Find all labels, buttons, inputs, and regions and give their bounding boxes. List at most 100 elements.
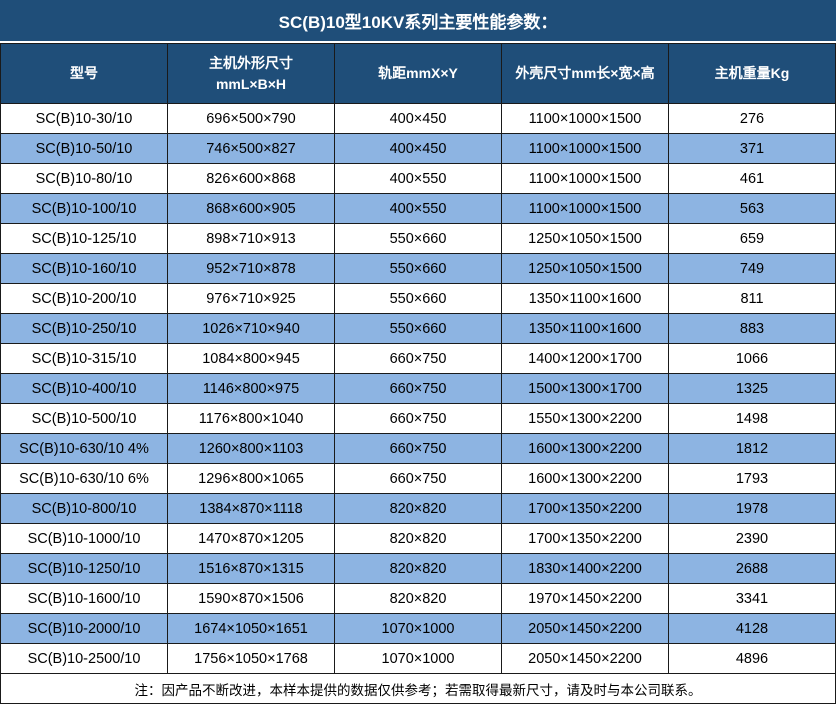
table-cell: SC(B)10-400/10 <box>0 373 168 404</box>
table-cell: 1516×870×1315 <box>167 553 335 584</box>
table-cell: 1674×1050×1651 <box>167 613 335 644</box>
table-cell: SC(B)10-2000/10 <box>0 613 168 644</box>
footnote: 注：因产品不断改进，本样本提供的数据仅供参考；若需取得最新尺寸，请及时与本公司联… <box>0 674 836 704</box>
table-cell: SC(B)10-500/10 <box>0 403 168 434</box>
table-cell: 659 <box>668 223 836 254</box>
table-row: SC(B)10-2500/10 1756×1050×1768 1070×1000 20… <box>0 643 836 674</box>
table-cell: 276 <box>668 103 836 134</box>
table-cell: 1700×1350×2200 <box>501 523 669 554</box>
table-row: SC(B)10-630/10 6% 1296×800×1065 660×750 160… <box>0 463 836 494</box>
table-cell: 660×750 <box>334 373 502 404</box>
table-row: SC(B)10-30/10 696×500×790 400×450 1100×1000… <box>0 103 836 134</box>
table-cell: SC(B)10-630/10 4% <box>0 433 168 464</box>
table-cell: 371 <box>668 133 836 164</box>
table-cell: SC(B)10-200/10 <box>0 283 168 314</box>
table-cell: 1070×1000 <box>334 613 502 644</box>
table-cell: 1250×1050×1500 <box>501 253 669 284</box>
table-cell: 1066 <box>668 343 836 374</box>
table-cell: 898×710×913 <box>167 223 335 254</box>
table-cell: 2050×1450×2200 <box>501 613 669 644</box>
table-cell: SC(B)10-2500/10 <box>0 643 168 674</box>
table-cell: SC(B)10-1250/10 <box>0 553 168 584</box>
table-cell: 660×750 <box>334 463 502 494</box>
table-cell: 1470×870×1205 <box>167 523 335 554</box>
table-cell: 400×550 <box>334 193 502 224</box>
table-row: SC(B)10-50/10 746×500×827 400×450 1100×1000… <box>0 133 836 164</box>
table-cell: 2050×1450×2200 <box>501 643 669 674</box>
table-cell: 1500×1300×1700 <box>501 373 669 404</box>
table-cell: 1970×1450×2200 <box>501 583 669 614</box>
table-cell: 826×600×868 <box>167 163 335 194</box>
table-row: SC(B)10-100/10 868×600×905 400×550 1100×100… <box>0 193 836 224</box>
table-cell: 868×600×905 <box>167 193 335 224</box>
table-cell: SC(B)10-80/10 <box>0 163 168 194</box>
table-cell: 1250×1050×1500 <box>501 223 669 254</box>
table-cell: 1100×1000×1500 <box>501 193 669 224</box>
header-row: 型号 主机外形尺寸 mmL×B×H 轨距mmX×Y 外壳尺寸mm长×宽×高 主机… <box>0 43 836 104</box>
table-cell: 811 <box>668 283 836 314</box>
col-header-shell-dimensions: 外壳尺寸mm长×宽×高 <box>501 43 669 104</box>
table-cell: 1026×710×940 <box>167 313 335 344</box>
table-row: SC(B)10-125/10 898×710×913 550×660 1250×105… <box>0 223 836 254</box>
table-cell: 952×710×878 <box>167 253 335 284</box>
table-row: SC(B)10-315/10 1084×800×945 660×750 1400×12… <box>0 343 836 374</box>
table-cell: 1812 <box>668 433 836 464</box>
table-cell: 820×820 <box>334 553 502 584</box>
table-row: SC(B)10-1250/10 1516×870×1315 820×820 1830×… <box>0 553 836 584</box>
table-cell: 1176×800×1040 <box>167 403 335 434</box>
col-header-host-weight: 主机重量Kg <box>668 43 836 104</box>
table-body: SC(B)10-30/10 696×500×790 400×450 1100×1000… <box>0 103 836 674</box>
table-cell: 550×660 <box>334 313 502 344</box>
table-cell: 550×660 <box>334 223 502 254</box>
table-cell: 1756×1050×1768 <box>167 643 335 674</box>
spec-table: 型号 主机外形尺寸 mmL×B×H 轨距mmX×Y 外壳尺寸mm长×宽×高 主机… <box>0 43 836 674</box>
table-row: SC(B)10-80/10 826×600×868 400×550 1100×1000… <box>0 163 836 194</box>
table-row: SC(B)10-800/10 1384×870×1118 820×820 1700×1… <box>0 493 836 524</box>
table-cell: 1084×800×945 <box>167 343 335 374</box>
table-cell: 2390 <box>668 523 836 554</box>
col-header-rail-gauge: 轨距mmX×Y <box>334 43 502 104</box>
table-cell: 1350×1100×1600 <box>501 313 669 344</box>
table-cell: 820×820 <box>334 583 502 614</box>
table-cell: SC(B)10-160/10 <box>0 253 168 284</box>
table-cell: 1830×1400×2200 <box>501 553 669 584</box>
table-cell: 461 <box>668 163 836 194</box>
table-row: SC(B)10-250/10 1026×710×940 550×660 1350×11… <box>0 313 836 344</box>
table-cell: SC(B)10-1600/10 <box>0 583 168 614</box>
table-cell: 1384×870×1118 <box>167 493 335 524</box>
table-cell: SC(B)10-100/10 <box>0 193 168 224</box>
table-cell: 400×450 <box>334 133 502 164</box>
table-cell: 1793 <box>668 463 836 494</box>
table-cell: 1260×800×1103 <box>167 433 335 464</box>
table-cell: 1550×1300×2200 <box>501 403 669 434</box>
table-cell: 400×450 <box>334 103 502 134</box>
table-cell: 1146×800×975 <box>167 373 335 404</box>
table-cell: 1100×1000×1500 <box>501 103 669 134</box>
table-row: SC(B)10-2000/10 1674×1050×1651 1070×1000 20… <box>0 613 836 644</box>
table-cell: SC(B)10-250/10 <box>0 313 168 344</box>
table-row: SC(B)10-200/10 976×710×925 550×660 1350×110… <box>0 283 836 314</box>
table-cell: 696×500×790 <box>167 103 335 134</box>
table-cell: 563 <box>668 193 836 224</box>
table-cell: 1400×1200×1700 <box>501 343 669 374</box>
table-cell: SC(B)10-125/10 <box>0 223 168 254</box>
table-cell: 660×750 <box>334 433 502 464</box>
table-row: SC(B)10-500/10 1176×800×1040 660×750 1550×1… <box>0 403 836 434</box>
table-cell: 1100×1000×1500 <box>501 163 669 194</box>
table-row: SC(B)10-1000/10 1470×870×1205 820×820 1700×… <box>0 523 836 554</box>
col-header-model: 型号 <box>0 43 168 104</box>
table-cell: 1600×1300×2200 <box>501 463 669 494</box>
table-cell: SC(B)10-1000/10 <box>0 523 168 554</box>
table-cell: 1100×1000×1500 <box>501 133 669 164</box>
table-cell: 1700×1350×2200 <box>501 493 669 524</box>
table-cell: SC(B)10-50/10 <box>0 133 168 164</box>
table-cell: 1600×1300×2200 <box>501 433 669 464</box>
table-cell: 1070×1000 <box>334 643 502 674</box>
table-cell: 1590×870×1506 <box>167 583 335 614</box>
table-cell: 976×710×925 <box>167 283 335 314</box>
table-cell: 1325 <box>668 373 836 404</box>
table-cell: 660×750 <box>334 403 502 434</box>
table-row: SC(B)10-400/10 1146×800×975 660×750 1500×13… <box>0 373 836 404</box>
table-cell: 4128 <box>668 613 836 644</box>
